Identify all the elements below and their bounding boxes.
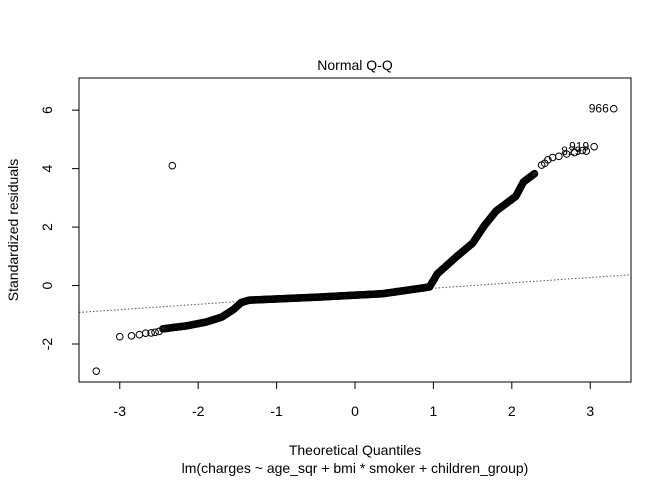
x-tick-label: 0 <box>351 403 359 419</box>
y-tick-label: 2 <box>39 223 55 231</box>
data-point <box>562 150 571 158</box>
chart-title: Normal Q-Q <box>317 57 393 73</box>
plot-box <box>78 77 632 383</box>
x-tick-label: -3 <box>114 403 127 419</box>
data-point <box>582 147 591 155</box>
data-point <box>528 171 536 180</box>
data-points <box>92 104 618 375</box>
data-point <box>147 329 155 337</box>
x-tick-label: 3 <box>586 403 594 419</box>
data-point <box>530 169 539 178</box>
data-point <box>529 170 538 179</box>
data-point <box>544 156 552 164</box>
y-axis-label: Standardized residuals <box>5 159 21 301</box>
data-point <box>578 146 587 155</box>
data-point <box>92 367 101 375</box>
data-point <box>151 328 159 337</box>
y-tick-label: 4 <box>39 165 55 173</box>
data-point <box>609 104 618 113</box>
point-label: 966 <box>589 102 609 116</box>
data-point <box>555 152 563 161</box>
y-axis: -2 0 2 4 6 <box>39 106 80 351</box>
data-point <box>590 142 598 151</box>
data-point <box>115 332 124 341</box>
data-point <box>529 171 537 179</box>
x-tick-label: -1 <box>270 403 283 419</box>
x-tick-label: 2 <box>508 403 516 419</box>
x-tick-label: 1 <box>430 403 438 419</box>
data-point <box>570 148 579 157</box>
data-point <box>127 332 136 340</box>
data-point <box>135 330 144 339</box>
x-axis: -3 -2 -1 0 1 2 3 <box>114 381 594 419</box>
y-tick-label: 0 <box>39 281 55 289</box>
point-label: 829 <box>561 144 581 158</box>
data-point <box>168 161 177 170</box>
y-tick-label: -2 <box>39 338 55 351</box>
x-tick-label: -2 <box>192 403 205 419</box>
data-point <box>141 329 150 337</box>
chart-subtitle: lm(charges ~ age_sqr + bmi * smoker + ch… <box>182 460 529 476</box>
point-label: 919 <box>569 140 589 154</box>
x-axis-label: Theoretical Quantiles <box>289 442 421 458</box>
y-tick-label: 6 <box>39 106 55 114</box>
